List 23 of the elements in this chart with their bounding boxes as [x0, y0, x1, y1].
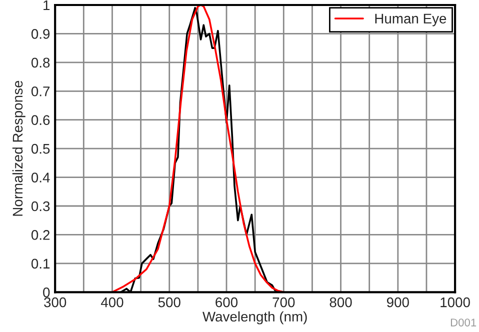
x-tick-label: 400 — [100, 297, 124, 308]
x-tick-label: 700 — [272, 297, 295, 308]
y-tick-label: 0.3 — [31, 201, 50, 212]
y-tick-label: 0.7 — [31, 86, 50, 96]
y-axis-title: Normalized Response — [12, 80, 26, 216]
text: D001 — [450, 318, 476, 326]
y-tick-label: 1 — [44, 0, 50, 10]
y-tick-label: 0 — [43, 287, 50, 298]
y-tick-label: 0.1 — [31, 258, 50, 269]
x-tick-label: 1000 — [440, 297, 470, 308]
x-tick-label: 900 — [386, 297, 409, 308]
y-tick-label: 0.8 — [31, 58, 50, 68]
y-tick-label: 0.4 — [31, 172, 50, 182]
y-tick-label: 0.2 — [31, 230, 50, 240]
y-tick-label: 0.6 — [31, 115, 50, 126]
x-tick-label: 600 — [216, 297, 238, 308]
x-tick-label: 500 — [158, 297, 180, 308]
y-tick-label: 0.9 — [31, 29, 50, 39]
x-tick-label: 300 — [44, 297, 66, 308]
legend-label: Human Eye — [375, 14, 446, 26]
x-axis-title: Wavelength (nm) — [202, 311, 307, 324]
y-tick-label: 0.5 — [31, 144, 50, 154]
x-tick-label: 800 — [330, 297, 352, 308]
